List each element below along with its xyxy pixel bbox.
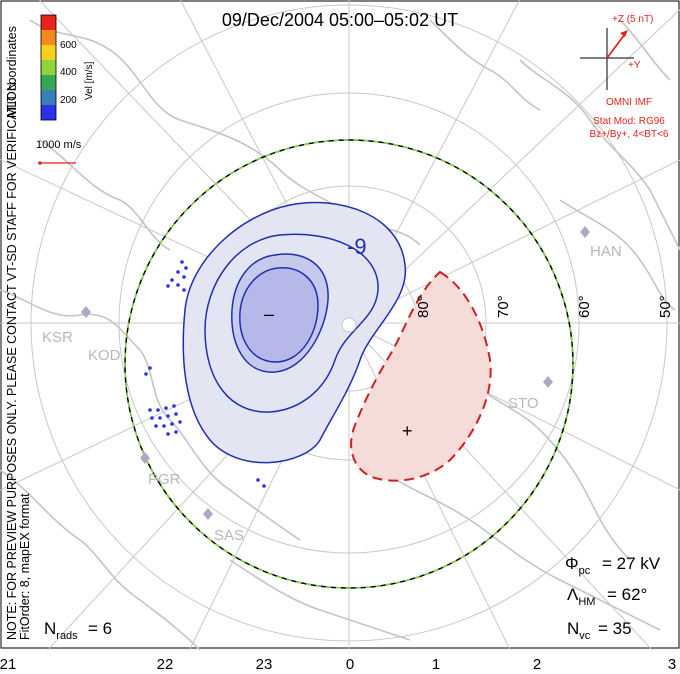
velocity-colorbar — [40, 14, 57, 121]
hm-boundary-dashes — [124, 139, 574, 589]
velocity-vectors — [144, 260, 266, 488]
lambda-hm-symbol: ΛHM — [567, 585, 595, 608]
colorbar-tick-200: 200 — [60, 95, 77, 106]
station-han: HAN — [590, 243, 622, 260]
mlt-tick-23: 23 — [256, 656, 273, 673]
phi-pc-symbol: Φpc — [565, 554, 591, 577]
phi-pc-value: = 27 kV — [602, 554, 661, 573]
mlt-tick-3: 3 — [668, 656, 676, 673]
nrads-value: = 6 — [88, 619, 112, 638]
nrads-symbol: Nrads — [44, 619, 78, 642]
station-ksr: KSR — [42, 329, 73, 346]
plot-frame — [0, 0, 680, 649]
ref-vector-label: 1000 m/s — [36, 139, 82, 151]
imf-source: OMNI IMF — [606, 97, 652, 108]
pole-marker — [341, 317, 357, 333]
mlt-tick-0: 0 — [346, 656, 354, 673]
positive-cell — [350, 270, 492, 482]
station-pgr: PGR — [148, 471, 181, 488]
colorbar-tick-600: 600 — [60, 40, 77, 51]
lat-label-70: 70° — [495, 295, 512, 318]
neg-potential-marker: – — [264, 304, 274, 324]
mlt-tick-22: 22 — [157, 656, 174, 673]
contour-label-neg: -9 — [347, 234, 367, 259]
imf-stat-mod: Stat Mod: RG96 — [593, 116, 665, 127]
fit-order-note: FitOrder: 8, mapEX format — [18, 493, 32, 640]
colorbar-tick-400: 400 — [60, 67, 77, 78]
colorbar-unit: Vel [m/s] — [84, 61, 95, 100]
coord-system-label: MLT coordinates — [5, 26, 19, 118]
imf-z-label: +Z (5 nT) — [612, 14, 653, 25]
station-sas: SAS — [214, 527, 244, 544]
lat-label-50: 50° — [657, 295, 674, 318]
imf-dial — [580, 28, 634, 90]
imf-y-label: +Y — [628, 60, 641, 71]
ref-vector — [38, 161, 76, 165]
mlt-tick-2: 2 — [533, 656, 541, 673]
lambda-hm-value: = 62° — [607, 585, 647, 604]
station-kod: KOD — [88, 347, 121, 364]
station-sto: STO — [508, 395, 539, 412]
nvc-value: = 35 — [598, 619, 632, 638]
nvc-symbol: Nvc — [567, 619, 591, 642]
lat-label-80: 80° — [415, 295, 432, 318]
pos-potential-marker: + — [402, 421, 413, 441]
mlt-tick-1: 1 — [432, 656, 440, 673]
station-markers — [81, 226, 590, 520]
negative-cell — [182, 201, 407, 464]
preview-note: NOTE: FOR PREVIEW PURPOSES ONLY. PLEASE … — [5, 79, 19, 640]
imf-conditions: Bz+/By+, 4<BT<6 — [590, 129, 669, 140]
map-title: 09/Dec/2004 05:00–05:02 UT — [222, 10, 458, 30]
lat-label-60: 60° — [576, 295, 593, 318]
mlt-tick-21: 21 — [0, 656, 16, 673]
